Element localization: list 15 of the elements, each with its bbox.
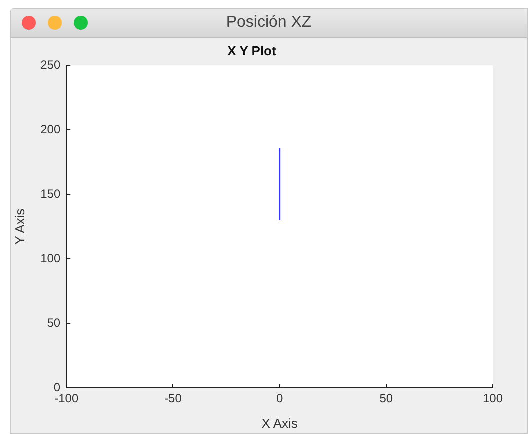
- y-tick-label: 200: [40, 122, 61, 136]
- x-tick-label: 100: [482, 392, 504, 406]
- y-tick-label: 250: [40, 58, 61, 72]
- y-axis-title: Y Axis: [12, 208, 28, 245]
- text: Posición XZ: [226, 14, 312, 31]
- chart-title: X Y Plot: [228, 43, 277, 58]
- x-tick-label: -100: [54, 392, 79, 406]
- y-tick-label: 50: [47, 316, 61, 330]
- y-tick-label: 150: [40, 186, 61, 201]
- y-tick-label: 0: [54, 380, 61, 394]
- x-tick-label: 0: [276, 392, 284, 406]
- x-tick-label: -50: [164, 392, 182, 406]
- x-axis-title: X Axis: [262, 416, 298, 431]
- x-tick-label: 50: [380, 392, 394, 406]
- y-tick-label: 100: [40, 251, 61, 266]
